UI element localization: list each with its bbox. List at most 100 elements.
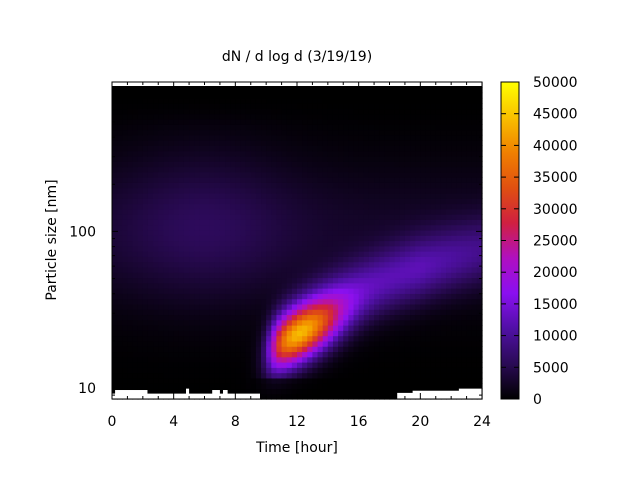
heatmap-cell (122, 309, 129, 316)
heatmap-cell (399, 177, 406, 183)
heatmap-cell (312, 87, 319, 94)
heatmap-cell (430, 240, 437, 247)
heatmap-cell (183, 171, 190, 178)
heatmap-cell (353, 298, 360, 305)
heatmap-cell (245, 166, 252, 173)
heatmap-cell (112, 367, 118, 374)
heatmap-cell (173, 293, 180, 300)
heatmap-cell (297, 124, 303, 131)
heatmap-cell (430, 235, 437, 242)
heatmap-cell (158, 377, 164, 384)
heatmap-cell (132, 367, 139, 374)
heatmap-cell (466, 335, 473, 342)
heatmap-cell (327, 282, 334, 289)
heatmap-cell (327, 150, 334, 157)
heatmap-cell (183, 140, 190, 146)
heatmap-cell (173, 108, 180, 115)
heatmap-cell (281, 108, 288, 115)
heatmap-cell (261, 319, 267, 326)
heatmap-cell (168, 208, 175, 215)
heatmap-cell (189, 214, 195, 220)
heatmap-cell (158, 92, 164, 99)
heatmap-cell (194, 356, 200, 363)
heatmap-cell (389, 229, 396, 236)
heatmap-cell (219, 166, 226, 173)
heatmap-cell (266, 235, 272, 242)
heatmap-cell (471, 330, 478, 337)
heatmap-cell (317, 356, 324, 363)
heatmap-cell (137, 182, 144, 189)
heatmap-cell (132, 240, 139, 247)
heatmap-cell (343, 166, 349, 173)
heatmap-cell (214, 92, 221, 99)
heatmap-cell (332, 235, 339, 242)
heatmap-cell (456, 293, 463, 300)
heatmap-cell (379, 288, 385, 294)
heatmap-cell (374, 187, 380, 194)
heatmap-cell (461, 277, 468, 284)
heatmap-cell (332, 367, 339, 374)
heatmap-cell (435, 145, 442, 152)
heatmap-cell (446, 256, 452, 263)
heatmap-cell (374, 309, 380, 316)
heatmap-cell (451, 187, 457, 194)
heatmap-cell (358, 303, 365, 310)
heatmap-cell (471, 261, 478, 268)
heatmap-cell (235, 351, 242, 358)
heatmap-cell (451, 92, 457, 99)
heatmap-cell (404, 87, 411, 94)
heatmap-cell (230, 319, 236, 326)
heatmap-cell (461, 166, 468, 173)
heatmap-cell (194, 229, 200, 236)
heatmap-cell (394, 87, 401, 94)
heatmap-cell (338, 171, 344, 178)
missing-data-bottom (458, 388, 482, 399)
heatmap-cell (230, 150, 236, 157)
heatmap-cell (199, 203, 206, 210)
heatmap-cell (348, 272, 355, 279)
heatmap-cell (158, 87, 164, 94)
heatmap-cell (440, 335, 447, 342)
heatmap-cell (194, 108, 200, 115)
heatmap-cell (147, 356, 154, 363)
heatmap-cell (168, 330, 175, 337)
heatmap-cell (363, 351, 370, 358)
heatmap-cell (440, 277, 447, 284)
heatmap-cell (332, 118, 339, 125)
heatmap-cell (451, 214, 457, 220)
heatmap-cell (358, 108, 365, 115)
heatmap-cell (194, 261, 200, 268)
heatmap-cell (394, 240, 401, 247)
heatmap-cell (379, 113, 385, 120)
heatmap-cell (420, 171, 427, 178)
heatmap-cell (255, 192, 262, 199)
heatmap-cell (250, 219, 257, 226)
heatmap-cell (415, 367, 421, 374)
heatmap-cell (153, 261, 159, 268)
heatmap-cell (312, 335, 319, 342)
heatmap-cell (358, 393, 365, 400)
heatmap-cell (147, 335, 154, 342)
heatmap-cell (271, 330, 278, 337)
heatmap-cell (204, 372, 211, 379)
heatmap-cell (112, 277, 118, 284)
heatmap-cell (420, 235, 427, 242)
heatmap-cell (379, 335, 385, 342)
heatmap-cell (446, 251, 452, 257)
heatmap-cell (199, 124, 206, 131)
heatmap-cell (225, 272, 231, 279)
heatmap-cell (430, 314, 437, 321)
heatmap-cell (245, 192, 252, 199)
heatmap-cell (291, 87, 298, 94)
heatmap-cell (158, 113, 164, 120)
heatmap-cell (183, 245, 190, 252)
heatmap-cell (281, 134, 288, 141)
heatmap-cell (194, 208, 200, 215)
heatmap-cell (209, 335, 216, 342)
heatmap-cell (327, 182, 334, 189)
x-tick-label: 12 (288, 414, 306, 430)
heatmap-cell (302, 309, 308, 316)
heatmap-cell (353, 124, 360, 131)
heatmap-cell (127, 319, 134, 326)
heatmap-cell (476, 192, 483, 199)
